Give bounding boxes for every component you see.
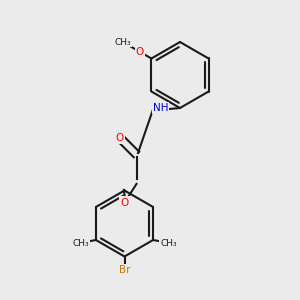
Text: O: O: [120, 197, 129, 208]
Text: O: O: [116, 133, 124, 143]
Text: CH₃: CH₃: [72, 238, 88, 247]
Text: O: O: [136, 47, 144, 57]
Text: CH₃: CH₃: [115, 38, 131, 46]
Text: CH₃: CH₃: [160, 238, 177, 247]
Text: Br: Br: [119, 265, 130, 275]
Text: NH: NH: [153, 103, 168, 113]
